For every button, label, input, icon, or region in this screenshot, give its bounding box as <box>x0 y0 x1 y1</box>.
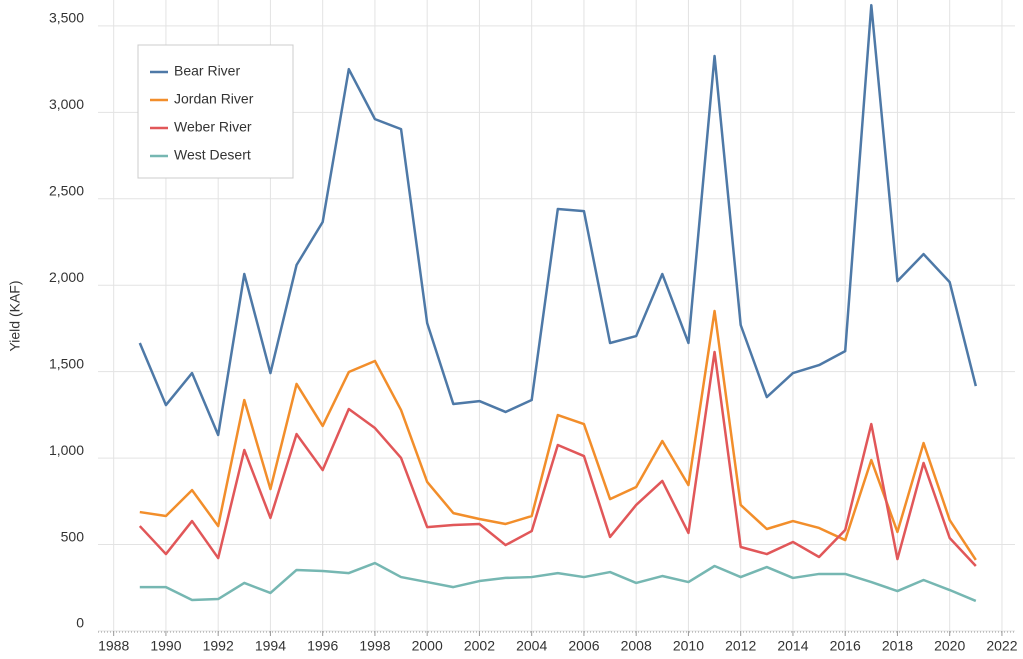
x-tick-label: 2018 <box>882 638 913 654</box>
legend: Bear River Jordan River Weber River West De… <box>137 44 294 179</box>
y-tick-label: 1,500 <box>49 355 84 371</box>
x-tick-label: 2014 <box>777 638 808 654</box>
x-tick-label: 2002 <box>464 638 495 654</box>
legend-label: West Desert <box>174 147 251 163</box>
x-tick-label: 2004 <box>516 638 547 654</box>
y-tick-label: 3,000 <box>49 96 84 112</box>
x-tick-label: 2022 <box>986 638 1017 654</box>
x-tick-label: 1998 <box>359 638 390 654</box>
y-tick-label: 500 <box>61 528 85 544</box>
x-tick-label: 2010 <box>673 638 704 654</box>
x-tick-label: 1990 <box>150 638 181 654</box>
x-tick-label: 1992 <box>203 638 234 654</box>
series-line <box>139 309 977 561</box>
x-tick-label: 1996 <box>307 638 338 654</box>
y-tick-label: 3,500 <box>49 10 84 26</box>
x-tick-label: 2006 <box>568 638 599 654</box>
x-tick-label: 2000 <box>412 638 443 654</box>
y-tick-label: 1,000 <box>49 442 84 458</box>
x-tick-label: 1988 <box>98 638 129 654</box>
x-tick-label: 2008 <box>621 638 652 654</box>
y-tick-label: 2,000 <box>49 269 84 285</box>
y-axis-label: Yield (KAF) <box>7 280 23 351</box>
series-line <box>139 561 977 603</box>
legend-label: Weber River <box>174 119 252 135</box>
x-tick-label: 2012 <box>725 638 756 654</box>
x-tick-label: 2020 <box>934 638 965 654</box>
x-tick-label: 2016 <box>830 638 861 654</box>
x-tick-label: 1994 <box>255 638 286 654</box>
legend-label: Bear River <box>174 63 240 79</box>
series-line <box>138 350 977 567</box>
series-line <box>138 3 978 437</box>
y-tick-label: 2,500 <box>49 183 84 199</box>
legend-label: Jordan River <box>174 91 254 107</box>
y-tick-label: 0 <box>76 615 84 631</box>
